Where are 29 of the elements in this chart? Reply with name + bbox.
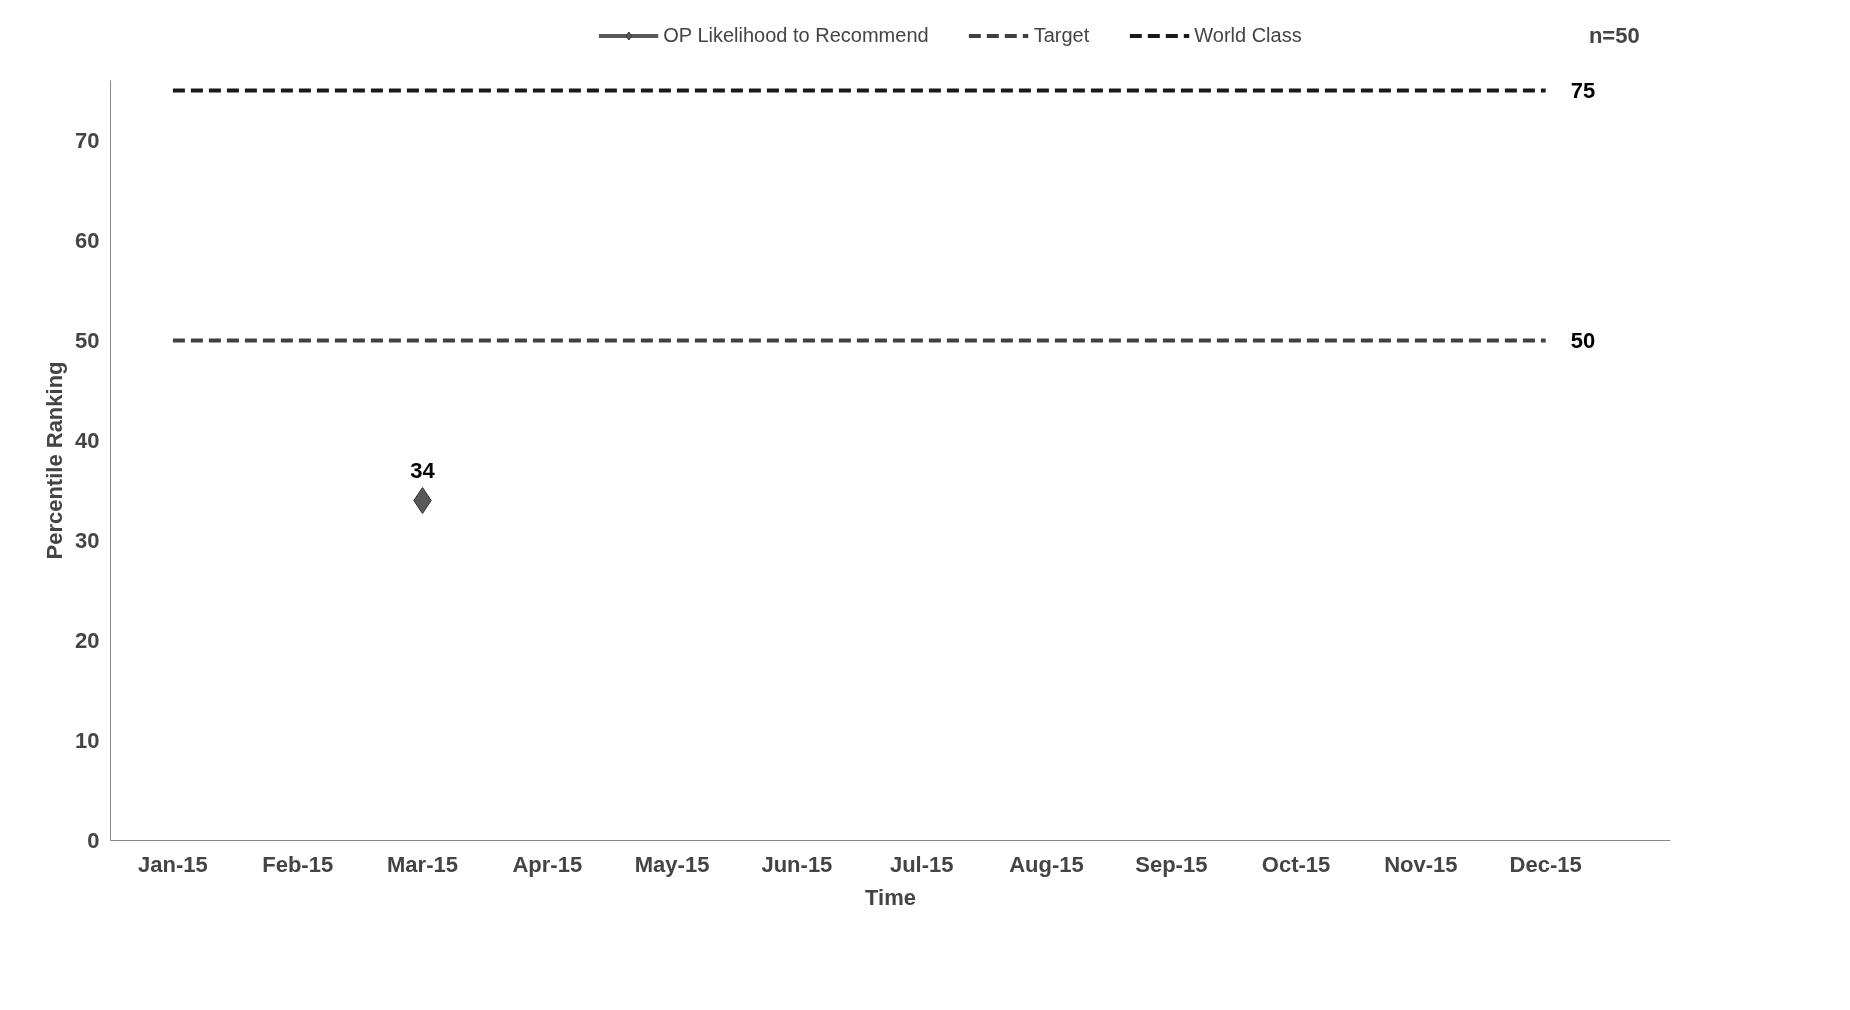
- x-axis-title: Time: [865, 884, 916, 910]
- legend-label: World Class: [1194, 23, 1302, 47]
- x-tick-label: Jul-15: [889, 851, 954, 877]
- x-tick-label: Jun-15: [761, 851, 833, 877]
- y-tick-label: 40: [75, 428, 100, 453]
- y-tick-label: 20: [75, 628, 100, 653]
- y-axis-title: Percentile Ranking: [42, 361, 68, 560]
- text: n=50: [1588, 23, 1640, 48]
- x-tick-label: May-15: [634, 851, 710, 877]
- y-tick-label: 30: [75, 528, 100, 553]
- x-tick-label: Aug-15: [1009, 851, 1084, 877]
- data-label: 34: [410, 458, 436, 483]
- x-tick-label: Mar-15: [387, 851, 458, 877]
- x-tick-label: Sep-15: [1135, 851, 1208, 877]
- data-label: 50: [1570, 328, 1596, 353]
- x-tick-label: Oct-15: [1261, 851, 1331, 877]
- x-tick-label: Dec-15: [1509, 851, 1582, 877]
- x-tick-label: Jan-15: [138, 851, 208, 877]
- y-tick-label: 50: [75, 328, 100, 353]
- y-tick-label: 60: [75, 228, 100, 253]
- y-tick-label: 0: [87, 828, 100, 853]
- legend-label: OP Likelihood to Recommend: [663, 23, 929, 47]
- x-tick-label: Apr-15: [512, 851, 583, 877]
- x-tick-label: Feb-15: [262, 851, 334, 877]
- y-tick-label: 70: [75, 128, 100, 153]
- legend-label: Target: [1033, 23, 1090, 47]
- data-label: 75: [1570, 78, 1596, 103]
- y-tick-label: 10: [75, 728, 100, 753]
- x-tick-label: Nov-15: [1384, 851, 1458, 877]
